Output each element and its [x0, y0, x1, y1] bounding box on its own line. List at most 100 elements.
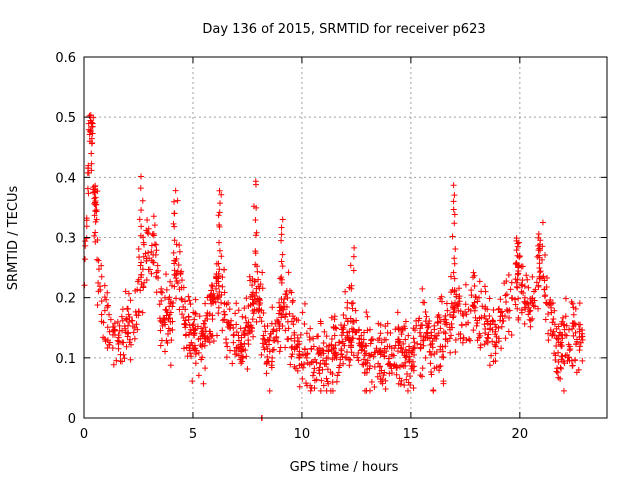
data-point: [249, 282, 256, 289]
data-point: [323, 375, 330, 382]
data-point: [195, 336, 202, 343]
data-point: [484, 318, 491, 325]
data-point: [171, 267, 178, 274]
data-point: [451, 211, 458, 218]
data-point: [279, 263, 286, 270]
data-point: [472, 293, 479, 300]
data-point: [287, 361, 294, 368]
data-point: [347, 262, 354, 269]
data-point: [394, 309, 401, 316]
data-point: [148, 270, 155, 277]
data-point: [171, 283, 178, 290]
data-point: [120, 351, 127, 358]
data-point: [503, 291, 510, 298]
data-point: [119, 339, 126, 346]
data-point: [200, 380, 207, 387]
data-point: [274, 338, 281, 345]
data-point: [303, 354, 310, 361]
data-point: [135, 312, 142, 319]
data-point: [443, 300, 450, 307]
data-point: [169, 303, 176, 310]
data-point: [204, 294, 211, 301]
data-point: [338, 332, 345, 339]
data-point: [515, 268, 522, 275]
data-point: [218, 191, 225, 198]
x-tick-label: 5: [189, 427, 197, 442]
data-point: [253, 318, 260, 325]
data-point: [114, 337, 121, 344]
data-point: [115, 334, 122, 341]
data-point: [150, 213, 157, 220]
data-point: [216, 221, 223, 228]
data-point: [235, 344, 242, 351]
data-point: [165, 296, 172, 303]
data-point: [104, 345, 111, 352]
data-point: [490, 317, 497, 324]
data-point: [85, 190, 92, 197]
data-point: [433, 364, 440, 371]
data-point: [323, 361, 330, 368]
data-point: [573, 341, 580, 348]
data-point: [449, 233, 456, 240]
data-point: [186, 297, 193, 304]
data-point: [122, 325, 129, 332]
data-point: [157, 327, 164, 334]
data-point: [191, 342, 198, 349]
data-point: [137, 185, 144, 192]
data-point: [525, 301, 532, 308]
data-point: [502, 292, 509, 299]
data-point: [499, 318, 506, 325]
x-tick-label: 15: [403, 427, 420, 442]
data-point: [329, 387, 336, 394]
data-point: [367, 352, 374, 359]
data-point: [470, 327, 477, 334]
data-point: [242, 347, 249, 354]
data-point: [252, 248, 259, 255]
data-point: [417, 372, 424, 379]
data-point: [230, 325, 237, 332]
data-point: [515, 295, 522, 302]
data-point: [118, 313, 125, 320]
data-point: [209, 282, 216, 289]
data-point: [468, 292, 475, 299]
data-point: [299, 309, 306, 316]
data-point: [171, 198, 178, 205]
data-point: [81, 256, 88, 263]
data-point: [256, 296, 263, 303]
data-point: [266, 387, 273, 394]
data-point: [543, 300, 550, 307]
data-point: [95, 266, 102, 273]
data-point: [303, 380, 310, 387]
data-point: [364, 313, 371, 320]
data-point: [129, 317, 136, 324]
data-point: [98, 262, 105, 269]
data-point: [416, 329, 423, 336]
data-point: [400, 363, 407, 370]
data-point: [155, 275, 162, 282]
data-point: [442, 343, 449, 350]
data-point: [119, 306, 126, 313]
data-point: [297, 331, 304, 338]
data-point: [171, 223, 178, 230]
data-point: [440, 378, 447, 385]
data-point: [162, 348, 169, 355]
data-point: [239, 313, 246, 320]
data-point: [183, 331, 190, 338]
data-point: [219, 327, 226, 334]
data-point: [449, 314, 456, 321]
data-point: [561, 326, 568, 333]
data-point: [339, 326, 346, 333]
data-point: [402, 318, 409, 325]
data-point: [273, 333, 280, 340]
data-point: [221, 308, 228, 315]
data-point: [444, 307, 451, 314]
data-point: [579, 357, 586, 364]
data-point: [180, 284, 187, 291]
data-point: [533, 279, 540, 286]
data-point: [85, 170, 92, 177]
data-point: [343, 354, 350, 361]
data-point: [224, 343, 231, 350]
data-point: [185, 313, 192, 320]
data-point: [161, 316, 168, 323]
chart-title: Day 136 of 2015, SRMTID for receiver p62…: [202, 22, 485, 37]
